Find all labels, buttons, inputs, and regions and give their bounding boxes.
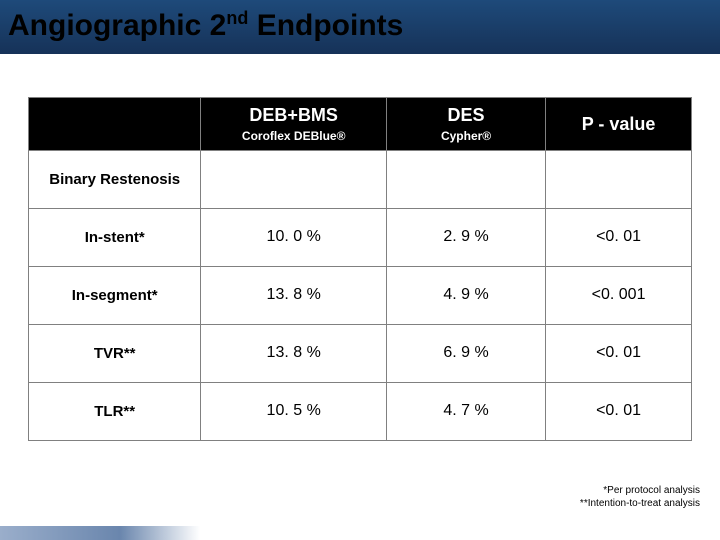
- table-section-row: Binary Restenosis: [29, 150, 692, 208]
- cell-value: 4. 7 %: [387, 382, 546, 440]
- endpoints-table-wrap: DEB+BMS Coroflex DEBlue® DES Cypher® P -…: [28, 97, 692, 441]
- row-label: TVR**: [29, 324, 201, 382]
- section-blank: [546, 150, 692, 208]
- cell-value: 10. 0 %: [201, 208, 387, 266]
- cell-value: <0. 01: [546, 382, 692, 440]
- row-label: TLR**: [29, 382, 201, 440]
- header-col1-main: DEB+BMS: [205, 104, 382, 127]
- table-row: TVR** 13. 8 % 6. 9 % <0. 01: [29, 324, 692, 382]
- header-col2-main: DES: [391, 104, 541, 127]
- cell-value: 6. 9 %: [387, 324, 546, 382]
- title-post: Endpoints: [248, 9, 403, 42]
- endpoints-table: DEB+BMS Coroflex DEBlue® DES Cypher® P -…: [28, 97, 692, 441]
- section-blank: [201, 150, 387, 208]
- cell-value: 4. 9 %: [387, 266, 546, 324]
- header-col2-sub: Cypher®: [391, 129, 541, 144]
- footnote-line: **Intention-to-treat analysis: [580, 497, 700, 510]
- page-title: Angiographic 2nd Endpoints: [8, 8, 720, 43]
- table-header-row: DEB+BMS Coroflex DEBlue® DES Cypher® P -…: [29, 98, 692, 151]
- cell-value: 2. 9 %: [387, 208, 546, 266]
- table-row: TLR** 10. 5 % 4. 7 % <0. 01: [29, 382, 692, 440]
- footnotes: *Per protocol analysis **Intention-to-tr…: [580, 484, 700, 510]
- cell-value: 13. 8 %: [201, 324, 387, 382]
- cell-value: <0. 01: [546, 324, 692, 382]
- title-pre: Angiographic 2: [8, 9, 226, 42]
- title-sup: nd: [226, 8, 248, 28]
- cell-value: <0. 01: [546, 208, 692, 266]
- header-pvalue: P - value: [546, 98, 692, 151]
- header-empty: [29, 98, 201, 151]
- section-blank: [387, 150, 546, 208]
- header-deb-bms: DEB+BMS Coroflex DEBlue®: [201, 98, 387, 151]
- cell-value: 13. 8 %: [201, 266, 387, 324]
- header-des: DES Cypher®: [387, 98, 546, 151]
- row-label: In-stent*: [29, 208, 201, 266]
- header-col3: P - value: [550, 113, 687, 136]
- footnote-line: *Per protocol analysis: [580, 484, 700, 497]
- table-row: In-stent* 10. 0 % 2. 9 % <0. 01: [29, 208, 692, 266]
- header-col1-sub: Coroflex DEBlue®: [205, 129, 382, 144]
- row-label: In-segment*: [29, 266, 201, 324]
- table-row: In-segment* 13. 8 % 4. 9 % <0. 001: [29, 266, 692, 324]
- cell-value: 10. 5 %: [201, 382, 387, 440]
- section-label: Binary Restenosis: [29, 150, 201, 208]
- footer-gradient-bar: [0, 526, 200, 540]
- cell-value: <0. 001: [546, 266, 692, 324]
